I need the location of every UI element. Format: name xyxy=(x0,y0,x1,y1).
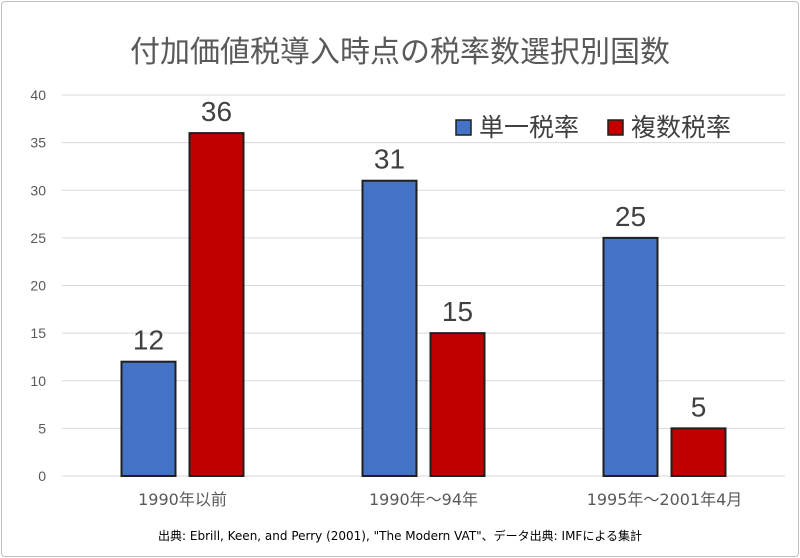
legend: 単一税率 複数税率 xyxy=(455,113,731,142)
data-label: 15 xyxy=(442,296,473,327)
data-labels: 12 36 31 15 25 5 xyxy=(133,96,706,422)
y-axis-ticks: 0 5 10 15 20 25 30 35 40 xyxy=(30,87,46,484)
y-tick-label: 20 xyxy=(30,278,46,294)
source-note: 出典: Ebrill, Keen, and Perry (2001), "The… xyxy=(158,528,642,543)
y-tick-label: 35 xyxy=(30,135,46,151)
chart-title: 付加価値税導入時点の税率数選択別国数 xyxy=(130,35,670,70)
legend-swatch xyxy=(455,119,472,136)
y-tick-label: 15 xyxy=(30,325,46,341)
data-label: 25 xyxy=(615,201,646,232)
y-tick-label: 0 xyxy=(38,468,46,484)
data-label: 12 xyxy=(133,325,164,356)
x-category-label: 1995年～2001年4月 xyxy=(587,490,743,509)
gridlines xyxy=(62,94,785,477)
x-category-label: 1990年以前 xyxy=(138,490,227,509)
y-tick-label: 25 xyxy=(30,230,46,246)
data-label: 31 xyxy=(374,144,405,175)
bars xyxy=(120,132,727,478)
bar-multiple-rate xyxy=(670,427,727,477)
bar-single-rate xyxy=(602,236,659,477)
data-label: 5 xyxy=(691,391,707,422)
bar-multiple-rate xyxy=(429,332,486,477)
bar-single-rate xyxy=(120,360,177,478)
y-tick-label: 10 xyxy=(30,373,46,389)
data-label: 36 xyxy=(201,96,232,127)
y-tick-label: 30 xyxy=(30,182,46,198)
bar-single-rate xyxy=(361,179,418,477)
y-tick-label: 40 xyxy=(30,87,46,103)
legend-label: 単一税率 xyxy=(479,113,579,142)
x-category-label: 1990年～94年 xyxy=(369,490,478,509)
x-axis-categories: 1990年以前 1990年～94年 1995年～2001年4月 xyxy=(138,490,742,509)
legend-swatch xyxy=(607,119,624,136)
legend-label: 複数税率 xyxy=(631,113,731,142)
bar-multiple-rate xyxy=(188,132,245,477)
y-tick-label: 5 xyxy=(38,420,46,436)
